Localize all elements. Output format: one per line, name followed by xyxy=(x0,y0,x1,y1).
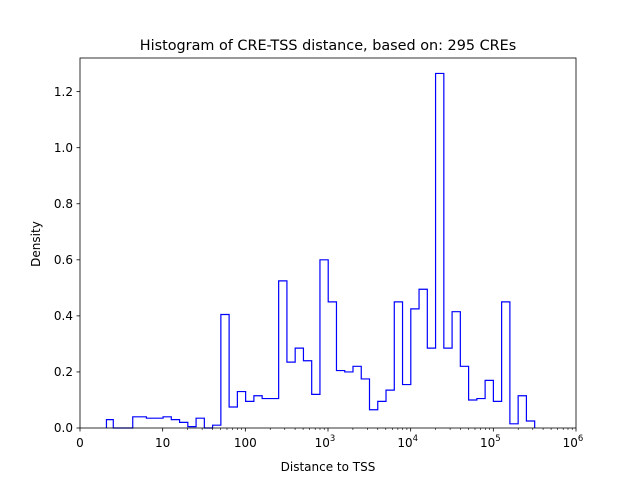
x-tick-label: 0 xyxy=(76,436,84,450)
x-tick-label: 10 xyxy=(155,436,170,450)
x-axis-label: Distance to TSS xyxy=(281,460,376,474)
y-tick-label: 0.8 xyxy=(54,197,73,211)
y-axis-label: Density xyxy=(29,221,43,267)
x-tick-label: 100 xyxy=(234,436,257,450)
y-tick-label: 0.6 xyxy=(54,253,73,267)
histogram-step-line xyxy=(105,72,536,429)
chart-title: Histogram of CRE-TSS distance, based on:… xyxy=(140,38,516,54)
y-tick-label: 1.2 xyxy=(54,85,73,99)
y-tick-label: 0.0 xyxy=(54,421,73,435)
y-tick-label: 0.4 xyxy=(54,309,73,323)
y-tick-label: 1.0 xyxy=(54,141,73,155)
y-tick-label: 0.2 xyxy=(54,365,73,379)
y-axis: 0.0 0.2 0.4 0.6 0.8 1.0 1.2 xyxy=(54,85,80,435)
